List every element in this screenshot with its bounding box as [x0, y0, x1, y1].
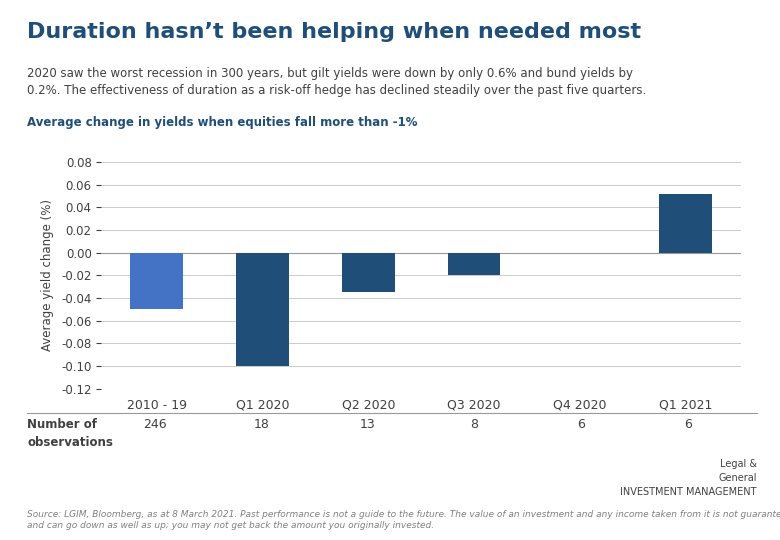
Bar	[342, 253, 395, 293]
Text: 13: 13	[360, 418, 376, 431]
Text: 6: 6	[684, 418, 692, 431]
Text: 246: 246	[143, 418, 166, 431]
Bar	[130, 253, 183, 309]
Text: 2020 saw the worst recession in 300 years, but gilt yields were down by only 0.6: 2020 saw the worst recession in 300 year…	[27, 68, 633, 80]
Bar	[659, 194, 712, 253]
Text: 0.2%. The effectiveness of duration as a risk-off hedge has declined steadily ov: 0.2%. The effectiveness of duration as a…	[27, 84, 647, 97]
Text: 6: 6	[577, 418, 585, 431]
Text: Legal &
General
INVESTMENT MANAGEMENT: Legal & General INVESTMENT MANAGEMENT	[620, 459, 757, 497]
Text: 8: 8	[470, 418, 478, 431]
Text: Source: LGIM, Bloomberg, as at 8 March 2021. Past performance is not a guide to : Source: LGIM, Bloomberg, as at 8 March 2…	[27, 510, 780, 530]
Y-axis label: Average yield change (%): Average yield change (%)	[41, 199, 55, 352]
Text: Average change in yields when equities fall more than -1%: Average change in yields when equities f…	[27, 116, 418, 129]
Bar	[448, 253, 501, 275]
Text: 18: 18	[254, 418, 269, 431]
Text: Number of
observations: Number of observations	[27, 418, 113, 449]
Text: Duration hasn’t been helping when needed most: Duration hasn’t been helping when needed…	[27, 22, 641, 42]
Bar	[236, 253, 289, 366]
